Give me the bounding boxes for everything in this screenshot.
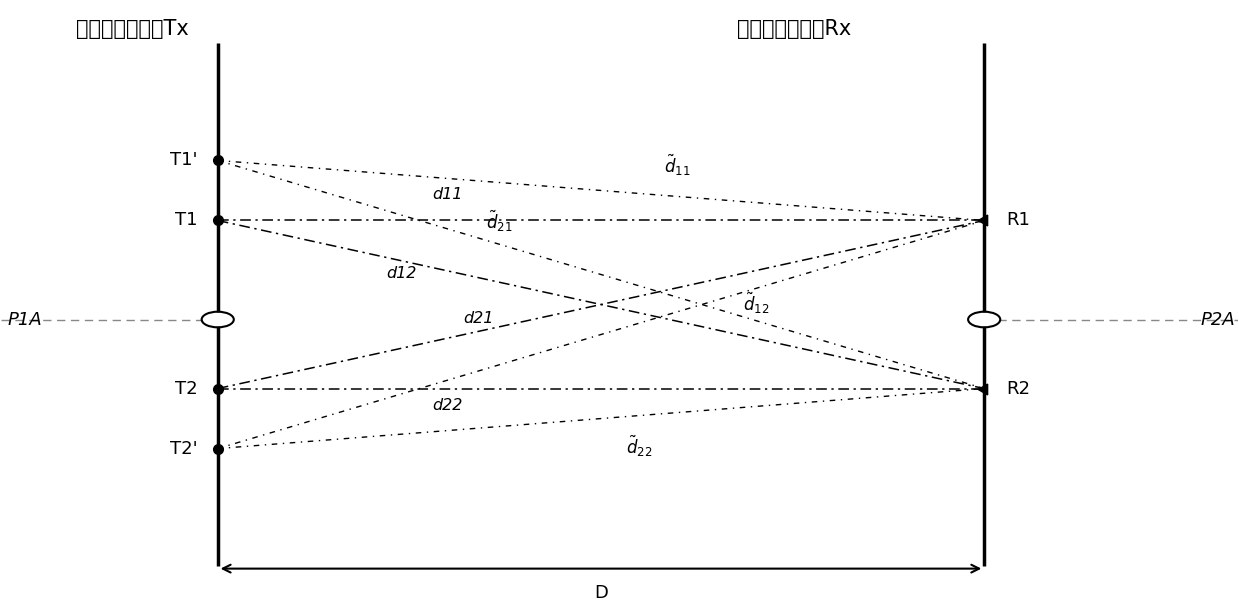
- Text: T2: T2: [176, 379, 198, 398]
- Circle shape: [969, 313, 999, 327]
- Text: D: D: [593, 583, 608, 602]
- Text: 接收设备的天线Rx: 接收设备的天线Rx: [737, 19, 851, 39]
- Text: T2': T2': [170, 439, 198, 458]
- Text: P2A: P2A: [1201, 311, 1235, 328]
- Text: $\tilde{d}_{21}$: $\tilde{d}_{21}$: [486, 209, 513, 234]
- Text: R2: R2: [1006, 379, 1031, 398]
- Text: d11: d11: [432, 188, 462, 203]
- Text: $\tilde{d}_{11}$: $\tilde{d}_{11}$: [664, 153, 691, 178]
- Text: T1': T1': [171, 152, 198, 169]
- Circle shape: [203, 313, 233, 327]
- Text: $\tilde{d}_{12}$: $\tilde{d}_{12}$: [743, 290, 769, 316]
- Text: d12: d12: [387, 266, 416, 282]
- Text: P1A: P1A: [7, 311, 42, 328]
- Text: T1: T1: [176, 211, 198, 229]
- Text: 发送设备的天线Tx: 发送设备的天线Tx: [76, 19, 188, 39]
- Text: $\tilde{d}_{22}$: $\tilde{d}_{22}$: [626, 433, 653, 459]
- Text: R1: R1: [1006, 211, 1031, 229]
- Text: d22: d22: [432, 398, 462, 413]
- Text: d21: d21: [463, 311, 493, 326]
